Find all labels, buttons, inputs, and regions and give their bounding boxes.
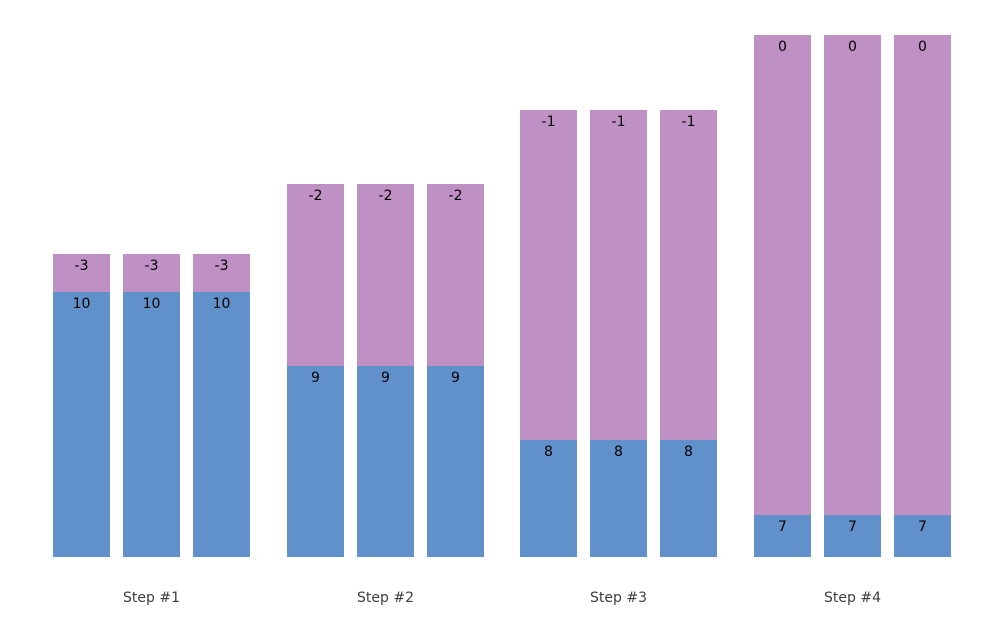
bar-value-label: -3 <box>74 258 89 274</box>
bar-segment-purple: 0 <box>754 35 811 515</box>
bar-segment-purple: -1 <box>660 110 717 440</box>
bar-value-label: 9 <box>311 370 320 386</box>
bar-value-label: -2 <box>378 188 393 204</box>
bar-segment-blue: 9 <box>427 366 484 557</box>
bar-segment-blue: 7 <box>894 515 951 557</box>
bar-value-label: 7 <box>778 519 787 535</box>
bar-value-label: -1 <box>541 114 556 130</box>
bar-value-label: 7 <box>848 519 857 535</box>
category-label: Step #1 <box>123 590 180 606</box>
bar-segment-blue: 8 <box>660 440 717 557</box>
bar-segment-blue: 9 <box>287 366 344 557</box>
bar-segment-blue: 10 <box>123 292 180 557</box>
bar-segment-blue: 10 <box>53 292 110 557</box>
bar-segment-purple: -2 <box>357 184 414 366</box>
bar-segment-purple: -3 <box>53 254 110 292</box>
bar-value-label: 0 <box>918 39 927 55</box>
bar-value-label: -3 <box>214 258 229 274</box>
bar-value-label: 8 <box>544 444 553 460</box>
bar-segment-purple: -3 <box>123 254 180 292</box>
bar-value-label: 10 <box>212 296 231 312</box>
bar-value-label: -2 <box>448 188 463 204</box>
bar-segment-purple: -1 <box>520 110 577 440</box>
bar-value-label: 0 <box>848 39 857 55</box>
bar-segment-purple: -2 <box>427 184 484 366</box>
bar-value-label: 8 <box>684 444 693 460</box>
bar-value-label: 9 <box>451 370 460 386</box>
category-label: Step #4 <box>824 590 881 606</box>
bar-segment-blue: 9 <box>357 366 414 557</box>
bar-value-label: 8 <box>614 444 623 460</box>
bar-segment-blue: 7 <box>754 515 811 557</box>
category-label: Step #3 <box>590 590 647 606</box>
bar-value-label: -1 <box>611 114 626 130</box>
bar-value-label: 0 <box>778 39 787 55</box>
bar-segment-blue: 10 <box>193 292 250 557</box>
bar-value-label: 10 <box>142 296 161 312</box>
bar-value-label: 9 <box>381 370 390 386</box>
bar-segment-blue: 8 <box>520 440 577 557</box>
bar-value-label: -1 <box>681 114 696 130</box>
bar-segment-purple: -1 <box>590 110 647 440</box>
bar-segment-purple: 0 <box>824 35 881 515</box>
bar-value-label: 10 <box>72 296 91 312</box>
category-label: Step #2 <box>357 590 414 606</box>
bar-segment-purple: 0 <box>894 35 951 515</box>
bar-segment-purple: -2 <box>287 184 344 366</box>
bar-segment-blue: 7 <box>824 515 881 557</box>
bar-value-label: -3 <box>144 258 159 274</box>
bar-value-label: 7 <box>918 519 927 535</box>
bar-value-label: -2 <box>308 188 323 204</box>
bar-segment-blue: 8 <box>590 440 647 557</box>
bar-segment-purple: -3 <box>193 254 250 292</box>
